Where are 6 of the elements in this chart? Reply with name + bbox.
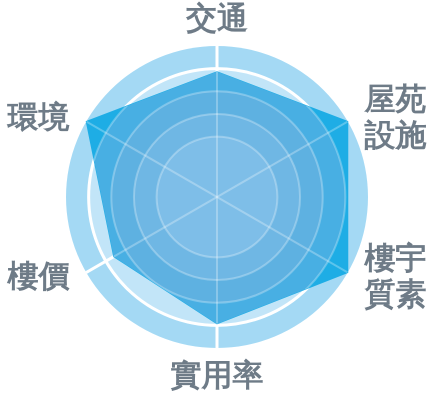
- category-label: 環境: [7, 100, 70, 136]
- category-label: 交通: [186, 0, 248, 36]
- category-label: 樓宇質素: [364, 240, 427, 312]
- category-label: 屋苑設施: [364, 82, 427, 154]
- category-label: 樓價: [7, 258, 70, 294]
- category-label: 實用率: [170, 358, 264, 394]
